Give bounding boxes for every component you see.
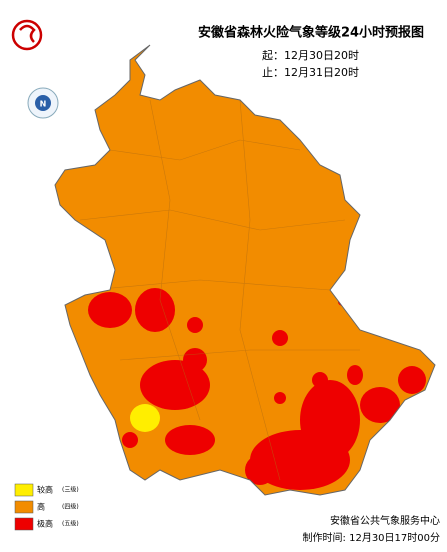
legend: 较高 (三级) 高 (四级) 极高 (五级) <box>14 483 79 531</box>
legend-swatch <box>14 483 34 497</box>
compass-label: N <box>40 100 47 109</box>
valid-to: 止：12月31日20时 <box>262 66 359 79</box>
risk-area <box>250 430 350 490</box>
legend-level: (三级) <box>62 486 79 494</box>
risk-area <box>130 404 160 432</box>
organization: 安徽省公共气象服务中心 <box>330 514 440 527</box>
risk-area <box>122 432 138 448</box>
risk-area <box>135 288 175 332</box>
compass: N <box>27 87 59 119</box>
risk-area <box>398 366 426 394</box>
made-time: 制作时间: 12月30日17时00分 <box>303 531 440 544</box>
title: 安徽省森林火险气象等级24小时预报图 <box>198 25 424 41</box>
legend-label: 极高 <box>37 519 53 529</box>
legend-swatch <box>14 500 34 514</box>
logo <box>11 19 43 51</box>
risk-area <box>88 292 132 328</box>
risk-area <box>347 365 363 385</box>
legend-level: (四级) <box>62 503 79 511</box>
legend-swatch <box>14 517 34 531</box>
legend-level: (五级) <box>62 520 79 528</box>
legend-label: 较高 <box>37 485 53 495</box>
legend-label: 高 <box>37 502 45 512</box>
risk-area <box>272 330 288 346</box>
risk-area <box>245 455 275 485</box>
risk-area <box>165 425 215 455</box>
risk-area <box>360 387 400 423</box>
risk-area <box>183 348 207 372</box>
risk-area <box>274 392 286 404</box>
valid-from: 起：12月30日20时 <box>262 49 359 62</box>
risk-area <box>187 317 203 333</box>
